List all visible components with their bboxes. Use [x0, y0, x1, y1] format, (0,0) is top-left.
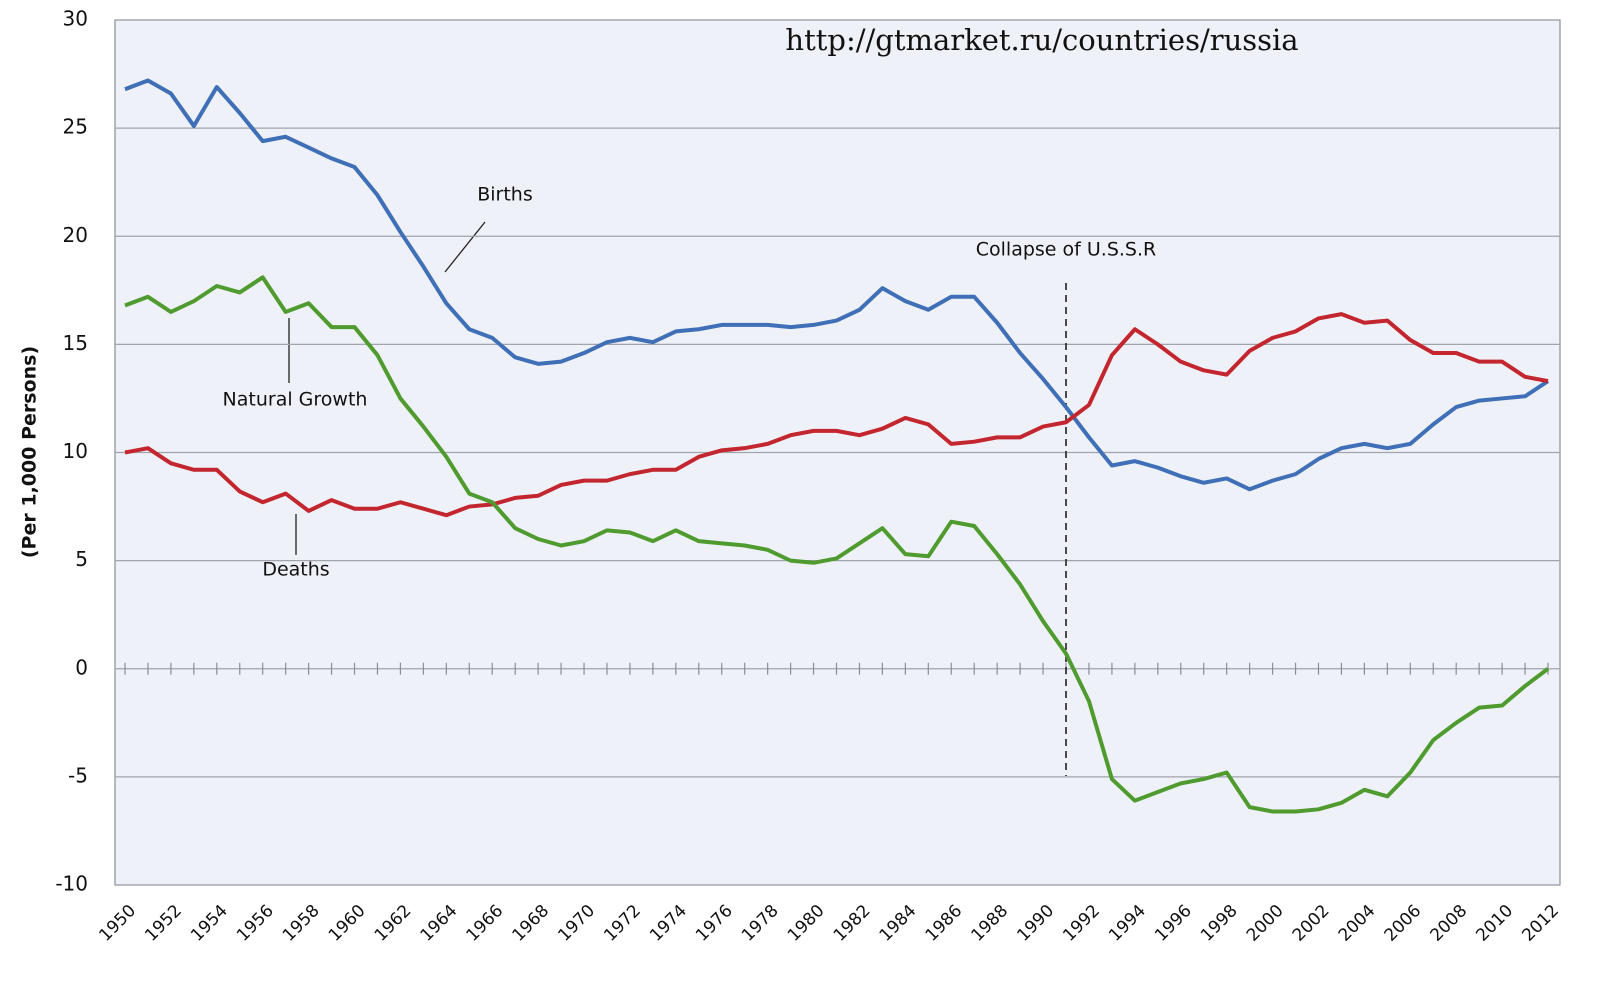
x-tick-label: 1974	[646, 901, 691, 946]
y-tick-label: 20	[63, 223, 88, 247]
x-tick-label: 2000	[1243, 901, 1288, 946]
x-tick-label: 2010	[1472, 901, 1517, 946]
series-label: Natural Growth	[223, 389, 368, 411]
x-tick-label: 1956	[233, 901, 278, 946]
y-tick-label: 30	[63, 7, 88, 31]
x-tick-label: 1980	[784, 901, 829, 946]
x-tick-label: 1960	[325, 901, 370, 946]
x-tick-label: 1962	[371, 901, 416, 946]
y-tick-label: 25	[63, 115, 88, 139]
y-tick-label: 15	[63, 331, 88, 355]
x-tick-label: 2002	[1289, 901, 1334, 946]
x-tick-label: 1972	[600, 901, 645, 946]
x-tick-label: 1990	[1013, 901, 1058, 946]
y-tick-label: 10	[63, 439, 88, 463]
series-line	[124, 78, 1550, 492]
x-tick-label: 1986	[922, 901, 967, 946]
x-tick-label: 1958	[279, 901, 324, 946]
x-tick-label: 1996	[1151, 901, 1196, 946]
series-label: Births	[477, 184, 533, 206]
x-tick-label: 1954	[187, 901, 232, 946]
x-tick-label: 1988	[967, 901, 1012, 946]
x-tick-label: 1984	[876, 901, 921, 946]
leader-line	[444, 221, 486, 273]
x-tick-label: 1970	[554, 901, 599, 946]
y-tick-label: -5	[68, 763, 88, 787]
x-tick-label: 2006	[1381, 901, 1426, 946]
x-tick-label: 1976	[692, 901, 737, 946]
x-tick-label: 1952	[141, 901, 186, 946]
y-tick-label: 5	[75, 547, 88, 571]
x-tick-label: 2012	[1518, 901, 1563, 946]
source: http://gtmarket.ru/countries/russia	[785, 23, 1298, 57]
x-tick-label: 1994	[1105, 901, 1150, 946]
x-tick-label: 2004	[1335, 901, 1380, 946]
x-tick-label: 1998	[1197, 901, 1242, 946]
x-tick-label: 1950	[95, 901, 140, 946]
series-label: Deaths	[262, 559, 329, 581]
x-tick-label: 2008	[1427, 901, 1472, 946]
y-tick-label: 0	[75, 655, 88, 679]
y-tick-label: -10	[55, 872, 88, 896]
x-tick-label: 1966	[463, 901, 508, 946]
x-tick-label: 1982	[830, 901, 875, 946]
series-line	[124, 312, 1549, 518]
series-line	[124, 275, 1550, 814]
x-tick-label: 1978	[738, 901, 783, 946]
y-axis-label: (Per 1,000 Persons)	[19, 346, 41, 558]
x-tick-label: 1968	[508, 901, 553, 946]
x-tick-label: 1964	[417, 901, 462, 946]
x-tick-label: 1992	[1059, 901, 1104, 946]
annotation-label: Collapse of U.S.S.R	[976, 239, 1156, 261]
